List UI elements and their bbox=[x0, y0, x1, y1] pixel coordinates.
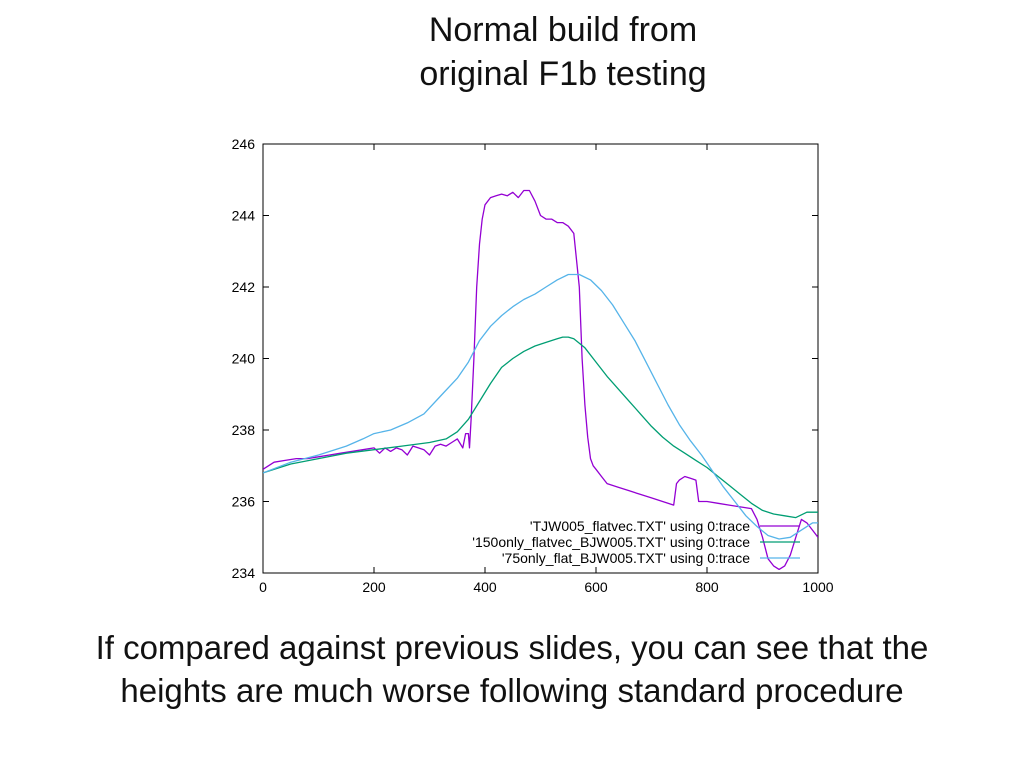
x-tick-label: 400 bbox=[473, 579, 497, 595]
slide-title-line-2: original F1b testing bbox=[419, 55, 707, 93]
series-line-1 bbox=[263, 189, 818, 571]
y-tick-label: 240 bbox=[232, 351, 256, 367]
slide-caption-line-1: If compared against previous slides, you… bbox=[95, 629, 929, 666]
legend-label-3: '75only_flat_BJW005.TXT' using 0:trace bbox=[502, 550, 750, 566]
series-line-3 bbox=[263, 273, 818, 540]
series-line-2 bbox=[263, 336, 818, 519]
y-tick-label: 238 bbox=[232, 422, 256, 438]
x-tick-label: 0 bbox=[259, 579, 267, 595]
x-tick-label: 800 bbox=[695, 579, 719, 595]
y-tick-label: 246 bbox=[232, 136, 256, 152]
x-tick-label: 200 bbox=[362, 579, 386, 595]
slide-caption-line-2: heights are much worse following standar… bbox=[120, 672, 904, 709]
y-tick-label: 242 bbox=[232, 279, 256, 295]
x-tick-label: 600 bbox=[584, 579, 608, 595]
legend-label-1: 'TJW005_flatvec.TXT' using 0:trace bbox=[530, 518, 750, 534]
slide-title: Normal build from original F1b testing bbox=[0, 8, 1024, 96]
slide-title-line-1: Normal build from bbox=[428, 11, 698, 49]
y-tick-label: 244 bbox=[232, 208, 256, 224]
y-tick-label: 236 bbox=[232, 494, 256, 510]
slide-caption: If compared against previous slides, you… bbox=[0, 626, 1024, 712]
x-tick-label: 1000 bbox=[802, 579, 833, 595]
y-tick-label: 234 bbox=[232, 565, 256, 581]
legend-label-2: '150only_flatvec_BJW005.TXT' using 0:tra… bbox=[472, 534, 750, 550]
plot-frame bbox=[262, 143, 819, 574]
